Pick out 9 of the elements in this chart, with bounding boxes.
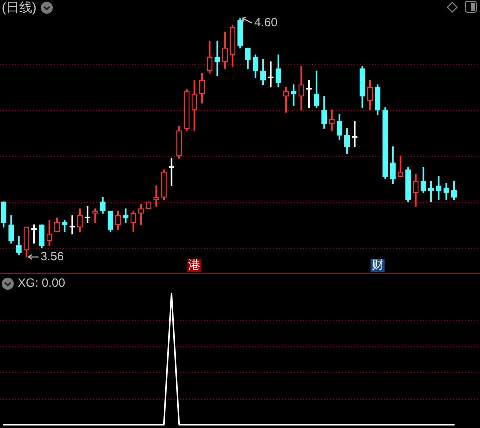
annotation: 4.60: [254, 16, 278, 30]
annotation: 财: [372, 258, 384, 272]
candlestick: [154, 186, 160, 208]
chart-title: (日线): [2, 0, 37, 15]
chart-title: XG: 0.00: [18, 276, 66, 291]
annotation: 港: [188, 258, 201, 272]
candlestick: [214, 41, 220, 76]
candlestick: [123, 208, 129, 224]
annotation: 3.56: [40, 250, 64, 264]
